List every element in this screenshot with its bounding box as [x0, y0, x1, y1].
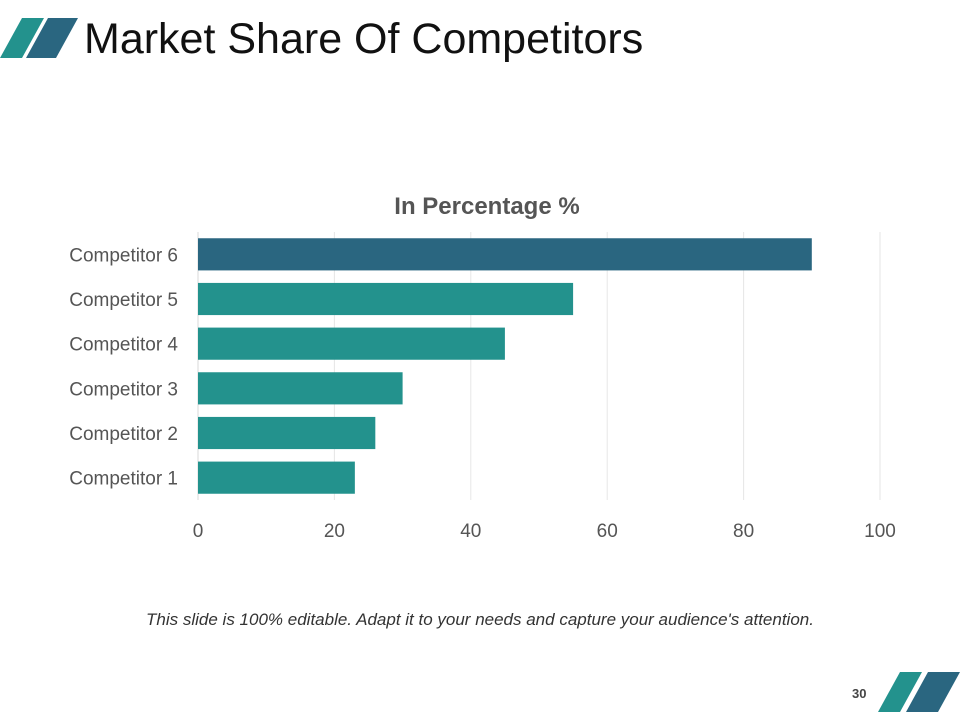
logo-stripes-top — [0, 18, 78, 58]
x-tick-label: 60 — [597, 521, 618, 542]
x-tick-label: 20 — [324, 521, 345, 542]
category-label: Competitor 5 — [69, 290, 178, 311]
page-number: 30 — [852, 686, 867, 701]
logo-stripes-bottom — [878, 672, 960, 712]
bar-competitor-1 — [198, 461, 355, 494]
bar-competitor-4 — [198, 327, 505, 360]
category-labels: Competitor 1 Competitor 2 Competitor 3 Comp… — [69, 245, 178, 489]
chart-title: In Percentage % — [394, 193, 579, 220]
x-tick-label: 100 — [864, 521, 896, 542]
grid-lines — [197, 232, 881, 500]
bar-competitor-3 — [198, 372, 403, 405]
category-label: Competitor 3 — [69, 379, 178, 400]
bars — [198, 238, 812, 494]
category-label: Competitor 2 — [69, 424, 178, 445]
x-tick-label: 40 — [460, 521, 481, 542]
category-label: Competitor 1 — [69, 469, 178, 490]
slide-caption: This slide is 100% editable. Adapt it to… — [146, 610, 814, 629]
bar-competitor-6 — [198, 238, 812, 271]
bar-competitor-2 — [198, 416, 376, 450]
bar-competitor-5 — [198, 282, 574, 316]
bar-chart: In Percentage % Competitor 1 Competitor 2… — [69, 193, 896, 542]
x-tick-label: 0 — [193, 521, 204, 542]
category-label: Competitor 6 — [69, 245, 178, 266]
category-label: Competitor 4 — [69, 335, 178, 356]
page-title: Market Share Of Competitors — [84, 15, 644, 63]
x-tick-label: 80 — [733, 521, 754, 542]
x-tick-labels: 0 20 40 60 80 100 — [193, 521, 896, 542]
